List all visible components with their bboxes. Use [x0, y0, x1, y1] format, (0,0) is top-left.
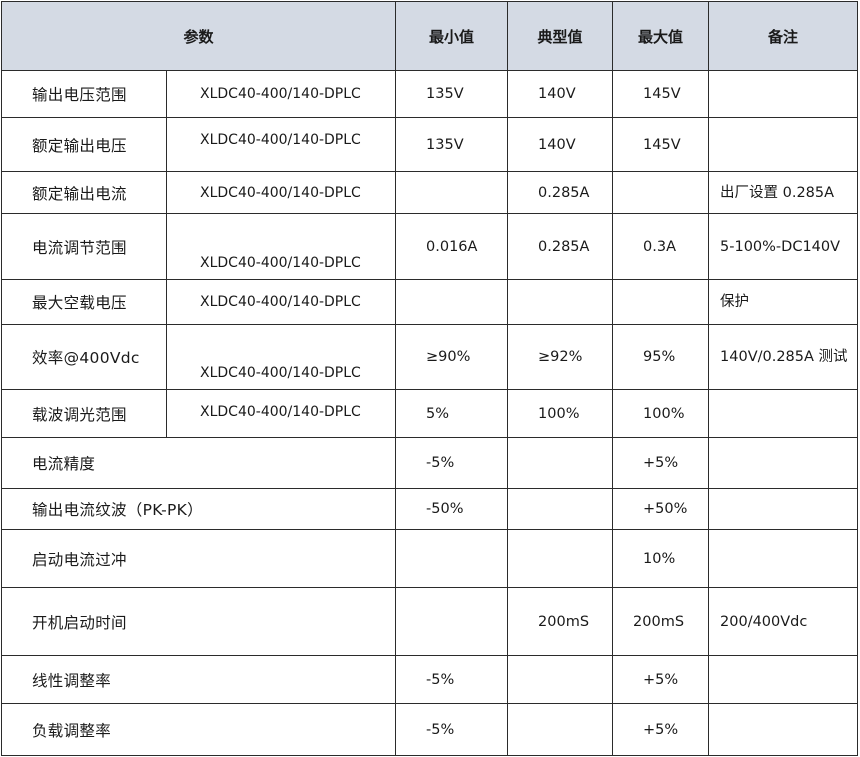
note-value: 5-100%-DC140V: [708, 213, 859, 280]
max-value: +5%: [612, 703, 710, 756]
param-name: 电流调节范围: [1, 213, 167, 280]
typ-value: ≥92%: [507, 324, 614, 390]
note-value: [708, 703, 859, 756]
table-row: 效率@400Vdc XLDC40-400/140-DPLC ≥90% ≥92% …: [1, 324, 859, 390]
max-value: 0.3A: [612, 213, 710, 280]
max-value: +5%: [612, 437, 710, 489]
table-row: 输出电压范围 XLDC40-400/140-DPLC 135V 140V 145…: [1, 70, 859, 118]
table-row: 开机启动时间 200mS 200mS 200/400Vdc: [0, 587, 859, 656]
typ-value: [507, 703, 614, 756]
model-name: XLDC40-400/140-DPLC: [165, 117, 397, 172]
model-name: XLDC40-400/140-DPLC: [165, 171, 397, 214]
table-row: 输出电流纹波（PK-PK） -50% +50%: [0, 488, 859, 530]
typ-value: [507, 279, 614, 325]
param-name: 输出电压范围: [1, 70, 167, 118]
max-value: 100%: [612, 389, 710, 438]
min-value: 5%: [395, 389, 509, 438]
max-value: +50%: [612, 488, 710, 530]
param-name: 效率@400Vdc: [1, 324, 167, 390]
param-name: 线性调整率: [0, 655, 397, 704]
table-row: 电流调节范围 XLDC40-400/140-DPLC 0.016A 0.285A…: [1, 213, 859, 280]
table-row: 线性调整率 -5% +5%: [0, 655, 859, 704]
header-row: 参数 最小值 典型值 最大值 备注: [0, 1, 859, 71]
min-value: [395, 529, 509, 588]
min-value: ≥90%: [395, 324, 509, 390]
min-value: -5%: [395, 655, 509, 704]
max-value: 95%: [612, 324, 710, 390]
typ-value: [507, 437, 614, 489]
param-name: 额定输出电流: [1, 171, 167, 214]
min-value: [395, 279, 509, 325]
param-name: 载波调光范围: [1, 389, 167, 438]
min-value: -5%: [395, 437, 509, 489]
header-param: 参数: [0, 1, 397, 71]
note-value: [708, 117, 859, 172]
table-row: 最大空载电压 XLDC40-400/140-DPLC 保护: [1, 279, 859, 325]
table-row: 启动电流过冲 10%: [0, 529, 859, 588]
min-value: [395, 587, 509, 656]
min-value: 0.016A: [395, 213, 509, 280]
model-name: XLDC40-400/140-DPLC: [165, 279, 397, 325]
note-value: [708, 437, 859, 489]
min-value: 135V: [395, 117, 509, 172]
model-name: XLDC40-400/140-DPLC: [165, 324, 397, 390]
note-value: [708, 488, 859, 530]
param-name: 负载调整率: [0, 703, 397, 756]
note-value: 出厂设置 0.285A: [708, 171, 859, 214]
max-value: [612, 279, 710, 325]
note-value: [708, 70, 859, 118]
min-value: [395, 171, 509, 214]
max-value: +5%: [612, 655, 710, 704]
note-value: 200/400Vdc: [708, 587, 859, 656]
header-typ: 典型值: [507, 1, 614, 71]
param-name: 额定输出电压: [1, 117, 167, 172]
model-name: XLDC40-400/140-DPLC: [165, 70, 397, 118]
note-value: 保护: [708, 279, 859, 325]
param-name: 最大空载电压: [1, 279, 167, 325]
table-row: 电流精度 -5% +5%: [0, 437, 859, 489]
max-value: 200mS: [612, 587, 710, 656]
note-value: [708, 529, 859, 588]
typ-value: 0.285A: [507, 213, 614, 280]
model-name: XLDC40-400/140-DPLC: [165, 389, 397, 438]
note-value: [708, 655, 859, 704]
typ-value: [507, 655, 614, 704]
table-row: 额定输出电压 XLDC40-400/140-DPLC 135V 140V 145…: [1, 117, 859, 172]
max-value: 145V: [612, 70, 710, 118]
typ-value: 0.285A: [507, 171, 614, 214]
min-value: 135V: [395, 70, 509, 118]
param-name: 输出电流纹波（PK-PK）: [0, 488, 397, 530]
typ-value: 200mS: [507, 587, 614, 656]
header-min: 最小值: [395, 1, 509, 71]
typ-value: [507, 529, 614, 588]
table-row: 负载调整率 -5% +5%: [0, 703, 859, 756]
max-value: 145V: [612, 117, 710, 172]
typ-value: 100%: [507, 389, 614, 438]
typ-value: 140V: [507, 70, 614, 118]
param-name: 电流精度: [0, 437, 397, 489]
note-value: [708, 389, 859, 438]
min-value: -50%: [395, 488, 509, 530]
table-row: 额定输出电流 XLDC40-400/140-DPLC 0.285A 出厂设置 0…: [1, 171, 859, 214]
param-name: 启动电流过冲: [0, 529, 397, 588]
model-name: XLDC40-400/140-DPLC: [165, 213, 397, 280]
typ-value: 140V: [507, 117, 614, 172]
header-note: 备注: [708, 1, 859, 71]
min-value: -5%: [395, 703, 509, 756]
max-value: 10%: [612, 529, 710, 588]
param-name: 开机启动时间: [0, 587, 397, 656]
note-value: 140V/0.285A 测试: [708, 324, 859, 390]
max-value: [612, 171, 710, 214]
table-row: 载波调光范围 XLDC40-400/140-DPLC 5% 100% 100%: [1, 389, 859, 438]
typ-value: [507, 488, 614, 530]
header-max: 最大值: [612, 1, 710, 71]
